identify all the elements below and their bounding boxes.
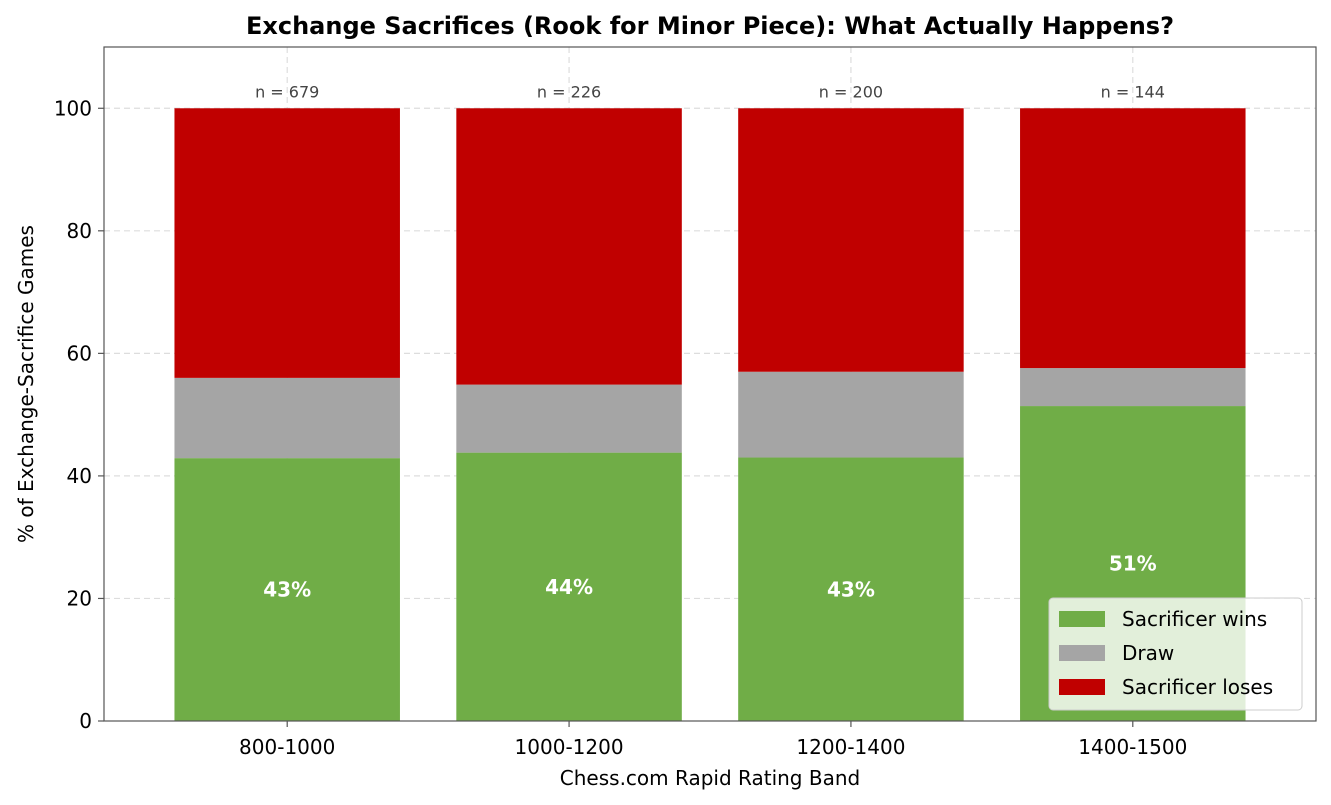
- bar-segment-sacrificer-loses: [738, 108, 964, 372]
- bar-segment-sacrificer-loses: [456, 108, 682, 385]
- y-tick-label: 80: [67, 219, 92, 243]
- x-axis-label: Chess.com Rapid Rating Band: [560, 766, 860, 790]
- win-percent-label: 43%: [263, 578, 311, 602]
- legend-label: Draw: [1122, 641, 1174, 665]
- y-tick-label: 0: [79, 709, 92, 733]
- y-tick-label: 20: [67, 586, 92, 610]
- x-axis-ticks: 800-1000 1000-1200 1200-1400 1400-1500: [239, 721, 1187, 759]
- sample-size-label: n = 144: [1101, 82, 1165, 101]
- legend-swatch: [1059, 679, 1105, 695]
- chart-title: Exchange Sacrifices (Rook for Minor Piec…: [246, 12, 1174, 40]
- x-tick-label: 800-1000: [239, 735, 335, 759]
- y-axis-ticks: 0 20 40 60 80 100: [54, 96, 104, 733]
- bar-segment-sacrificer-wins: [174, 458, 400, 721]
- legend: Sacrificer wins Draw Sacrificer loses: [1048, 597, 1303, 711]
- x-tick-label: 1200-1400: [796, 735, 905, 759]
- sample-size-label: n = 679: [255, 82, 319, 101]
- win-percent-label: 43%: [827, 577, 875, 601]
- bar-segment-sacrificer-loses: [1020, 108, 1246, 369]
- legend-swatch: [1059, 645, 1105, 661]
- legend-box: [1048, 597, 1303, 711]
- sample-size-label: n = 226: [537, 82, 601, 101]
- bar-labels: 43% 44% 43% 51%: [263, 552, 1156, 602]
- plot-frame: [103, 46, 1317, 722]
- bars: [174, 108, 1246, 721]
- bar-segment-sacrificer-wins: [738, 457, 964, 721]
- legend-label: Sacrificer loses: [1122, 675, 1273, 699]
- legend-swatch: [1059, 611, 1105, 627]
- bar-segment-draw: [174, 377, 400, 459]
- win-percent-label: 44%: [545, 575, 593, 599]
- win-percent-label: 51%: [1109, 552, 1157, 576]
- bar-segment-draw: [456, 384, 682, 453]
- bar-segment-draw: [738, 371, 964, 458]
- bar-segment-sacrificer-wins: [456, 452, 682, 721]
- sample-size-labels: n = 679 n = 226 n = 200 n = 144: [255, 82, 1165, 101]
- y-axis-label: % of Exchange-Sacrifice Games: [14, 225, 38, 543]
- y-tick-label: 100: [54, 96, 92, 120]
- x-tick-label: 1400-1500: [1078, 735, 1187, 759]
- bar-segment-sacrificer-loses: [174, 108, 400, 378]
- y-tick-label: 60: [67, 341, 92, 365]
- y-tick-label: 40: [67, 464, 92, 488]
- legend-label: Sacrificer wins: [1122, 607, 1267, 631]
- bar-segment-draw: [1020, 368, 1246, 407]
- x-tick-label: 1000-1200: [515, 735, 624, 759]
- sample-size-label: n = 200: [819, 82, 883, 101]
